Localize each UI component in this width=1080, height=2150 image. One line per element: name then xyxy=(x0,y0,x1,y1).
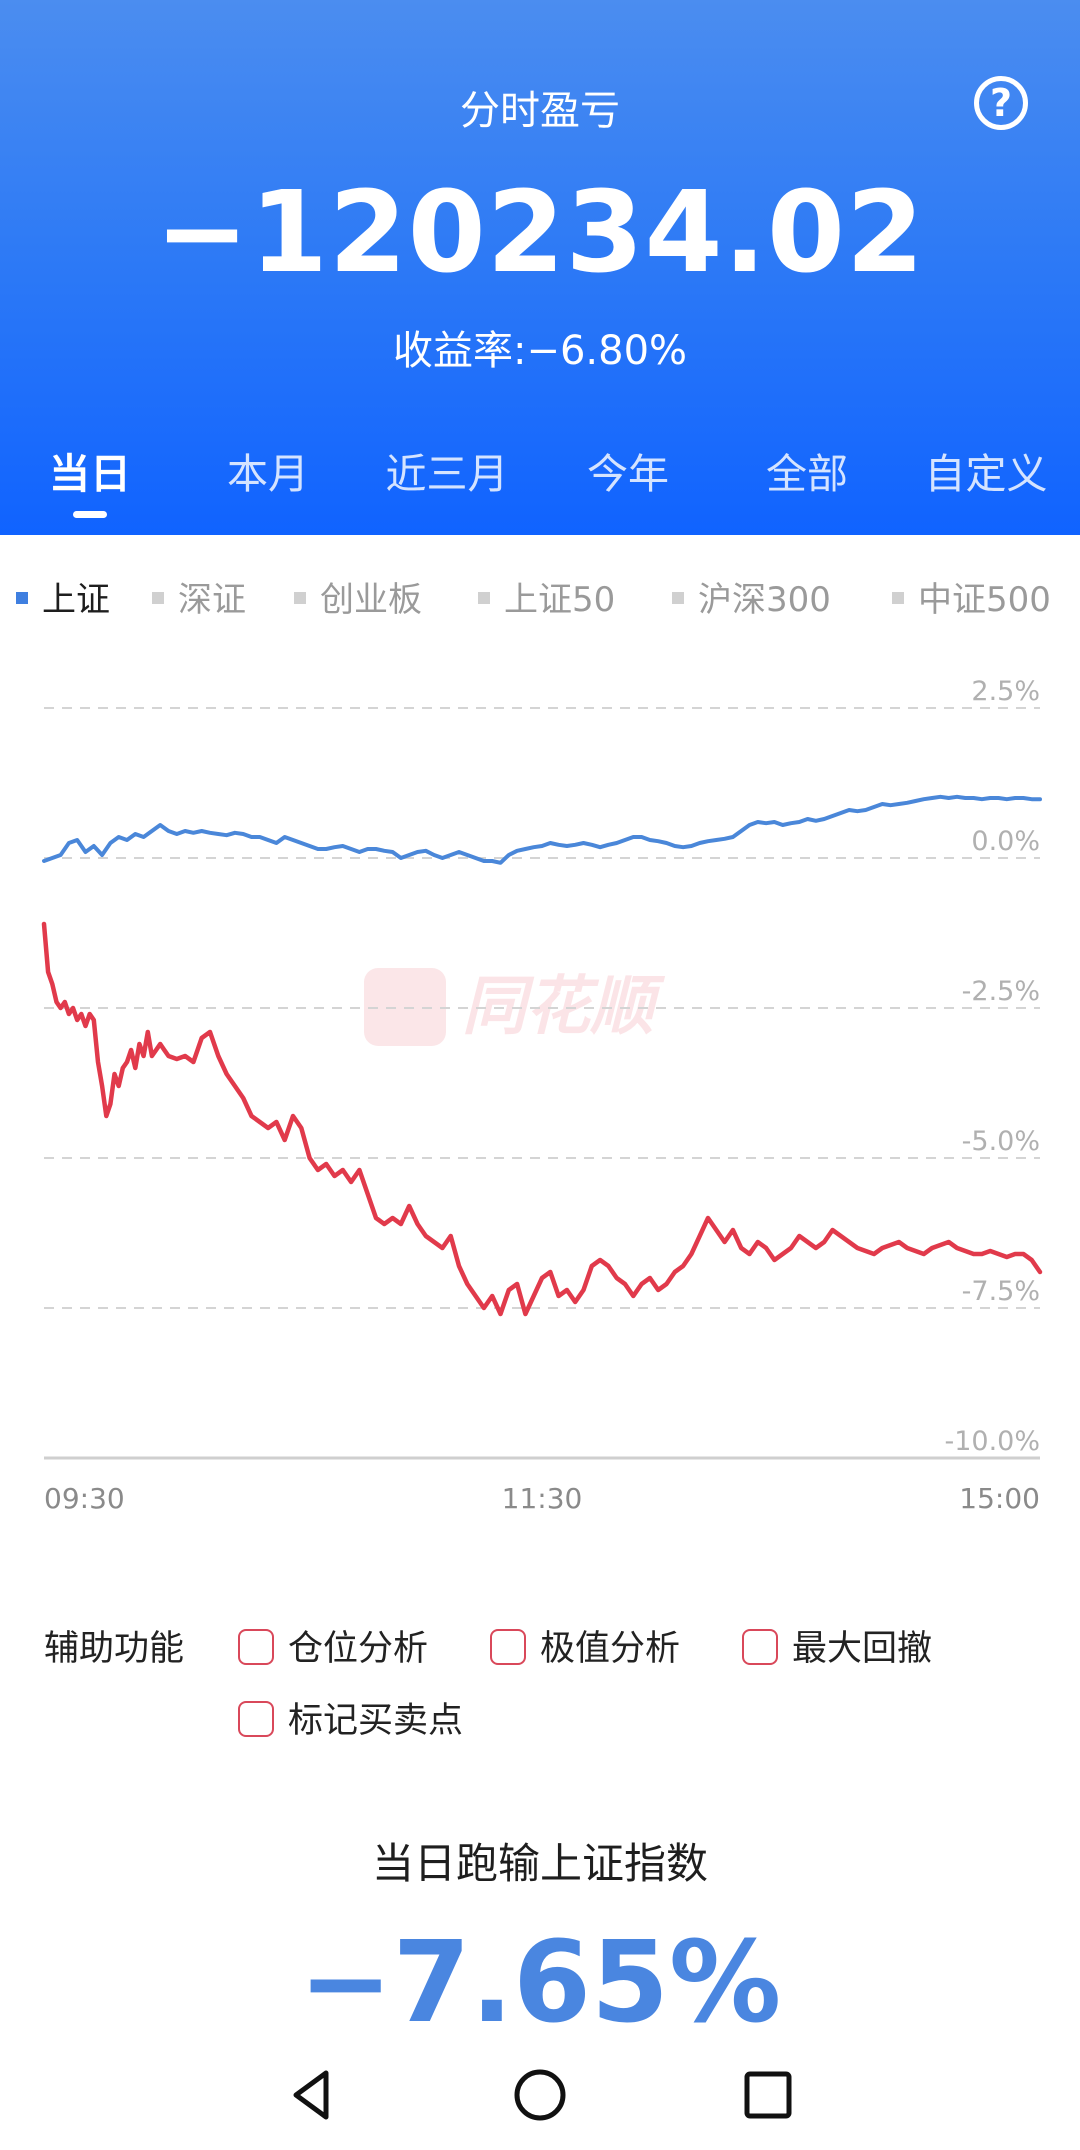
square-marker-icon xyxy=(672,591,684,604)
index-tab-label: 上证 xyxy=(42,580,110,620)
index-tab-sh[interactable]: 上证 xyxy=(16,572,110,621)
checkbox-label: 最大回撤 xyxy=(792,1629,933,1669)
return-rate-label: 收益率: xyxy=(392,328,527,374)
y-tick-label: -5.0% xyxy=(962,1126,1040,1157)
square-marker-icon xyxy=(892,591,904,604)
return-rate: 收益率:−6.80% xyxy=(0,318,1080,376)
active-tab-indicator xyxy=(73,511,107,518)
y-tick-label: 0.0% xyxy=(971,826,1040,857)
index-tab-label: 沪深300 xyxy=(698,580,831,620)
profit-header: 分时盈亏 ? −120234.02 收益率:−6.80% 当日 本月 近三月 今… xyxy=(0,0,1080,535)
x-tick-label: 11:30 xyxy=(502,1482,583,1515)
index-tab-label: 中证500 xyxy=(918,580,1051,620)
checkbox-label: 极值分析 xyxy=(540,1629,681,1669)
index-tab-zz500[interactable]: 中证500 xyxy=(892,572,1051,621)
checkbox-label: 标记买卖点 xyxy=(288,1701,464,1741)
index-tab-label: 深证 xyxy=(178,580,246,620)
square-marker-icon xyxy=(294,591,306,604)
checkbox-label: 仓位分析 xyxy=(288,1629,429,1669)
index-tab-label: 创业板 xyxy=(320,580,422,620)
tab-year[interactable]: 今年 xyxy=(587,450,669,498)
x-tick-label: 09:30 xyxy=(44,1482,125,1515)
index-tab-sz50[interactable]: 上证50 xyxy=(478,572,615,621)
intraday-chart[interactable]: 同花顺 2.5% 0.0% -2.5% -5.0% -7.5% -10.0% 09:30 11:… xyxy=(0,650,1080,1530)
tab-custom[interactable]: 自定义 xyxy=(924,450,1048,498)
profit-series-line xyxy=(41,921,1043,1317)
recents-icon[interactable] xyxy=(738,2065,798,2125)
checkbox-max-drawdown[interactable]: 最大回撤 xyxy=(742,1620,932,1671)
index-tab-cyb[interactable]: 创业板 xyxy=(294,572,422,621)
checkbox-icon[interactable] xyxy=(742,1629,778,1665)
profit-value: −120234.02 xyxy=(155,168,925,298)
tab-today[interactable]: 当日 xyxy=(49,450,131,498)
comparison-label: 当日跑输上证指数 xyxy=(371,1839,708,1888)
home-icon[interactable] xyxy=(510,2065,570,2125)
y-tick-label: -10.0% xyxy=(944,1426,1040,1457)
back-icon[interactable] xyxy=(282,2065,342,2125)
watermark-text: 同花顺 xyxy=(462,970,666,1044)
period-tabs: 当日 本月 近三月 今年 全部 自定义 xyxy=(0,440,1080,500)
aux-options-row: 辅助功能 仓位分析 极值分析 最大回撤 xyxy=(0,1620,1080,1670)
index-selector: 上证 深证 创业板 上证50 沪深300 中证500 xyxy=(0,572,1080,628)
comparison-value: −7.65% xyxy=(298,1918,782,2048)
checkbox-icon[interactable] xyxy=(238,1629,274,1665)
y-tick-label: -7.5% xyxy=(962,1276,1040,1307)
index-tab-hs300[interactable]: 沪深300 xyxy=(672,572,831,621)
checkbox-mark-trades[interactable]: 标记买卖点 xyxy=(238,1692,463,1743)
square-marker-icon xyxy=(16,591,28,604)
return-rate-value: −6.80% xyxy=(526,328,688,374)
aux-label: 辅助功能 xyxy=(44,1629,185,1669)
help-icon[interactable]: ? xyxy=(974,76,1028,130)
index-series-line xyxy=(42,794,1042,865)
index-tab-sz[interactable]: 深证 xyxy=(152,572,246,621)
square-marker-icon xyxy=(152,591,164,604)
tab-month[interactable]: 本月 xyxy=(227,450,309,498)
y-tick-label: 2.5% xyxy=(971,676,1040,707)
checkbox-icon[interactable] xyxy=(490,1629,526,1665)
aux-options-row-2: 标记买卖点 xyxy=(0,1692,1080,1742)
index-tab-label: 上证50 xyxy=(504,580,616,620)
tab-three-months[interactable]: 近三月 xyxy=(385,450,509,498)
checkbox-position-analysis[interactable]: 仓位分析 xyxy=(238,1620,428,1671)
x-tick-label: 15:00 xyxy=(959,1482,1040,1515)
square-marker-icon xyxy=(478,591,490,604)
system-nav-bar xyxy=(0,2040,1080,2150)
page-title: 分时盈亏 xyxy=(460,88,620,134)
checkbox-icon[interactable] xyxy=(238,1701,274,1737)
tab-all[interactable]: 全部 xyxy=(766,450,848,498)
checkbox-extremum-analysis[interactable]: 极值分析 xyxy=(490,1620,680,1671)
y-tick-label: -2.5% xyxy=(962,976,1040,1007)
